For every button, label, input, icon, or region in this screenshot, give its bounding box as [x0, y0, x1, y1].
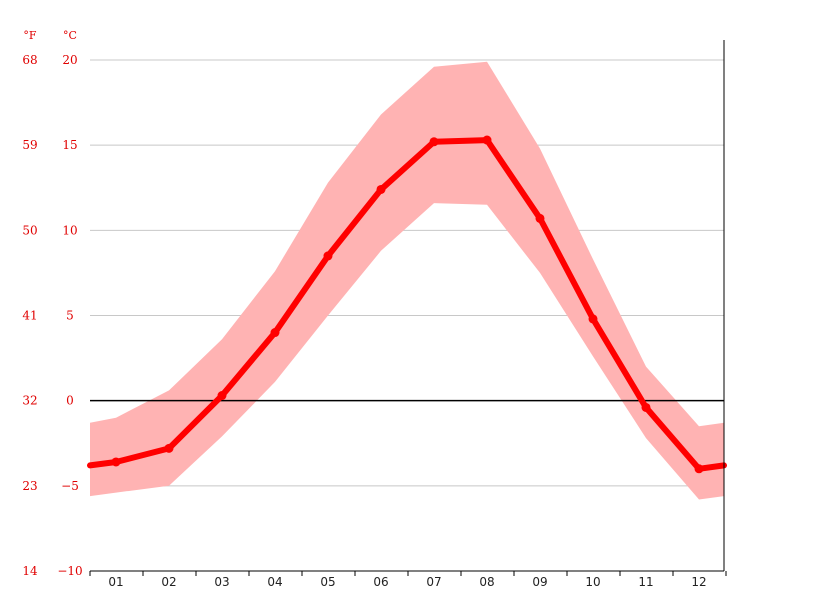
x-tick-label: 08	[479, 575, 494, 589]
data-point	[111, 457, 121, 467]
x-tick-label: 07	[426, 575, 441, 589]
average-temperature-line	[87, 137, 727, 472]
y-tick-label-c: 15	[62, 138, 77, 152]
y-tick-label-f: 23	[22, 479, 37, 493]
data-point	[376, 184, 386, 194]
data-point	[429, 137, 439, 147]
data-point	[217, 391, 227, 401]
x-tick-label: 05	[320, 575, 335, 589]
y-tick-label-c: −5	[61, 479, 79, 493]
data-point	[270, 328, 280, 338]
data-point	[535, 213, 545, 223]
y-tick-label-f: 68	[22, 53, 37, 67]
y-tick-label-c: 0	[66, 394, 74, 408]
x-tick-label: 11	[638, 575, 653, 589]
y-tick-label-f: 50	[22, 223, 37, 237]
y-tick-label-c: 10	[62, 223, 77, 237]
data-point	[164, 443, 174, 453]
x-tick-label: 03	[214, 575, 229, 589]
x-tick-label: 06	[373, 575, 388, 589]
temperature-range-band	[90, 61, 724, 500]
x-tick-label: 01	[108, 575, 123, 589]
x-tick-label: 10	[585, 575, 600, 589]
data-points	[111, 135, 704, 474]
data-point	[641, 402, 651, 412]
y-tick-label-c: 5	[66, 309, 74, 323]
y-tick-label-f: 14	[22, 564, 38, 578]
data-point	[323, 251, 333, 261]
data-point	[588, 314, 598, 324]
x-tick-label: 04	[267, 575, 282, 589]
celsius-unit-label: °C	[63, 29, 77, 42]
data-point	[482, 135, 492, 145]
x-tick-label: 12	[691, 575, 706, 589]
data-point	[694, 464, 704, 474]
fahrenheit-unit-label: °F	[23, 29, 37, 42]
x-tick-label: 02	[161, 575, 176, 589]
y-tick-label-c: 20	[62, 53, 77, 67]
x-tick-label: 09	[532, 575, 547, 589]
y-tick-label-f: 32	[22, 394, 37, 408]
y-tick-label-f: 41	[22, 309, 37, 323]
axis-labels: °F °C 68 20 59 15 50 10 41 5 32 0 23 −5 14 −10	[22, 29, 82, 578]
y-tick-label-c: −10	[57, 564, 82, 578]
y-tick-label-f: 59	[22, 138, 37, 152]
x-axis-ticks: 01 02 03 04 05 06 07 08 09 10 11 12	[89, 571, 727, 589]
